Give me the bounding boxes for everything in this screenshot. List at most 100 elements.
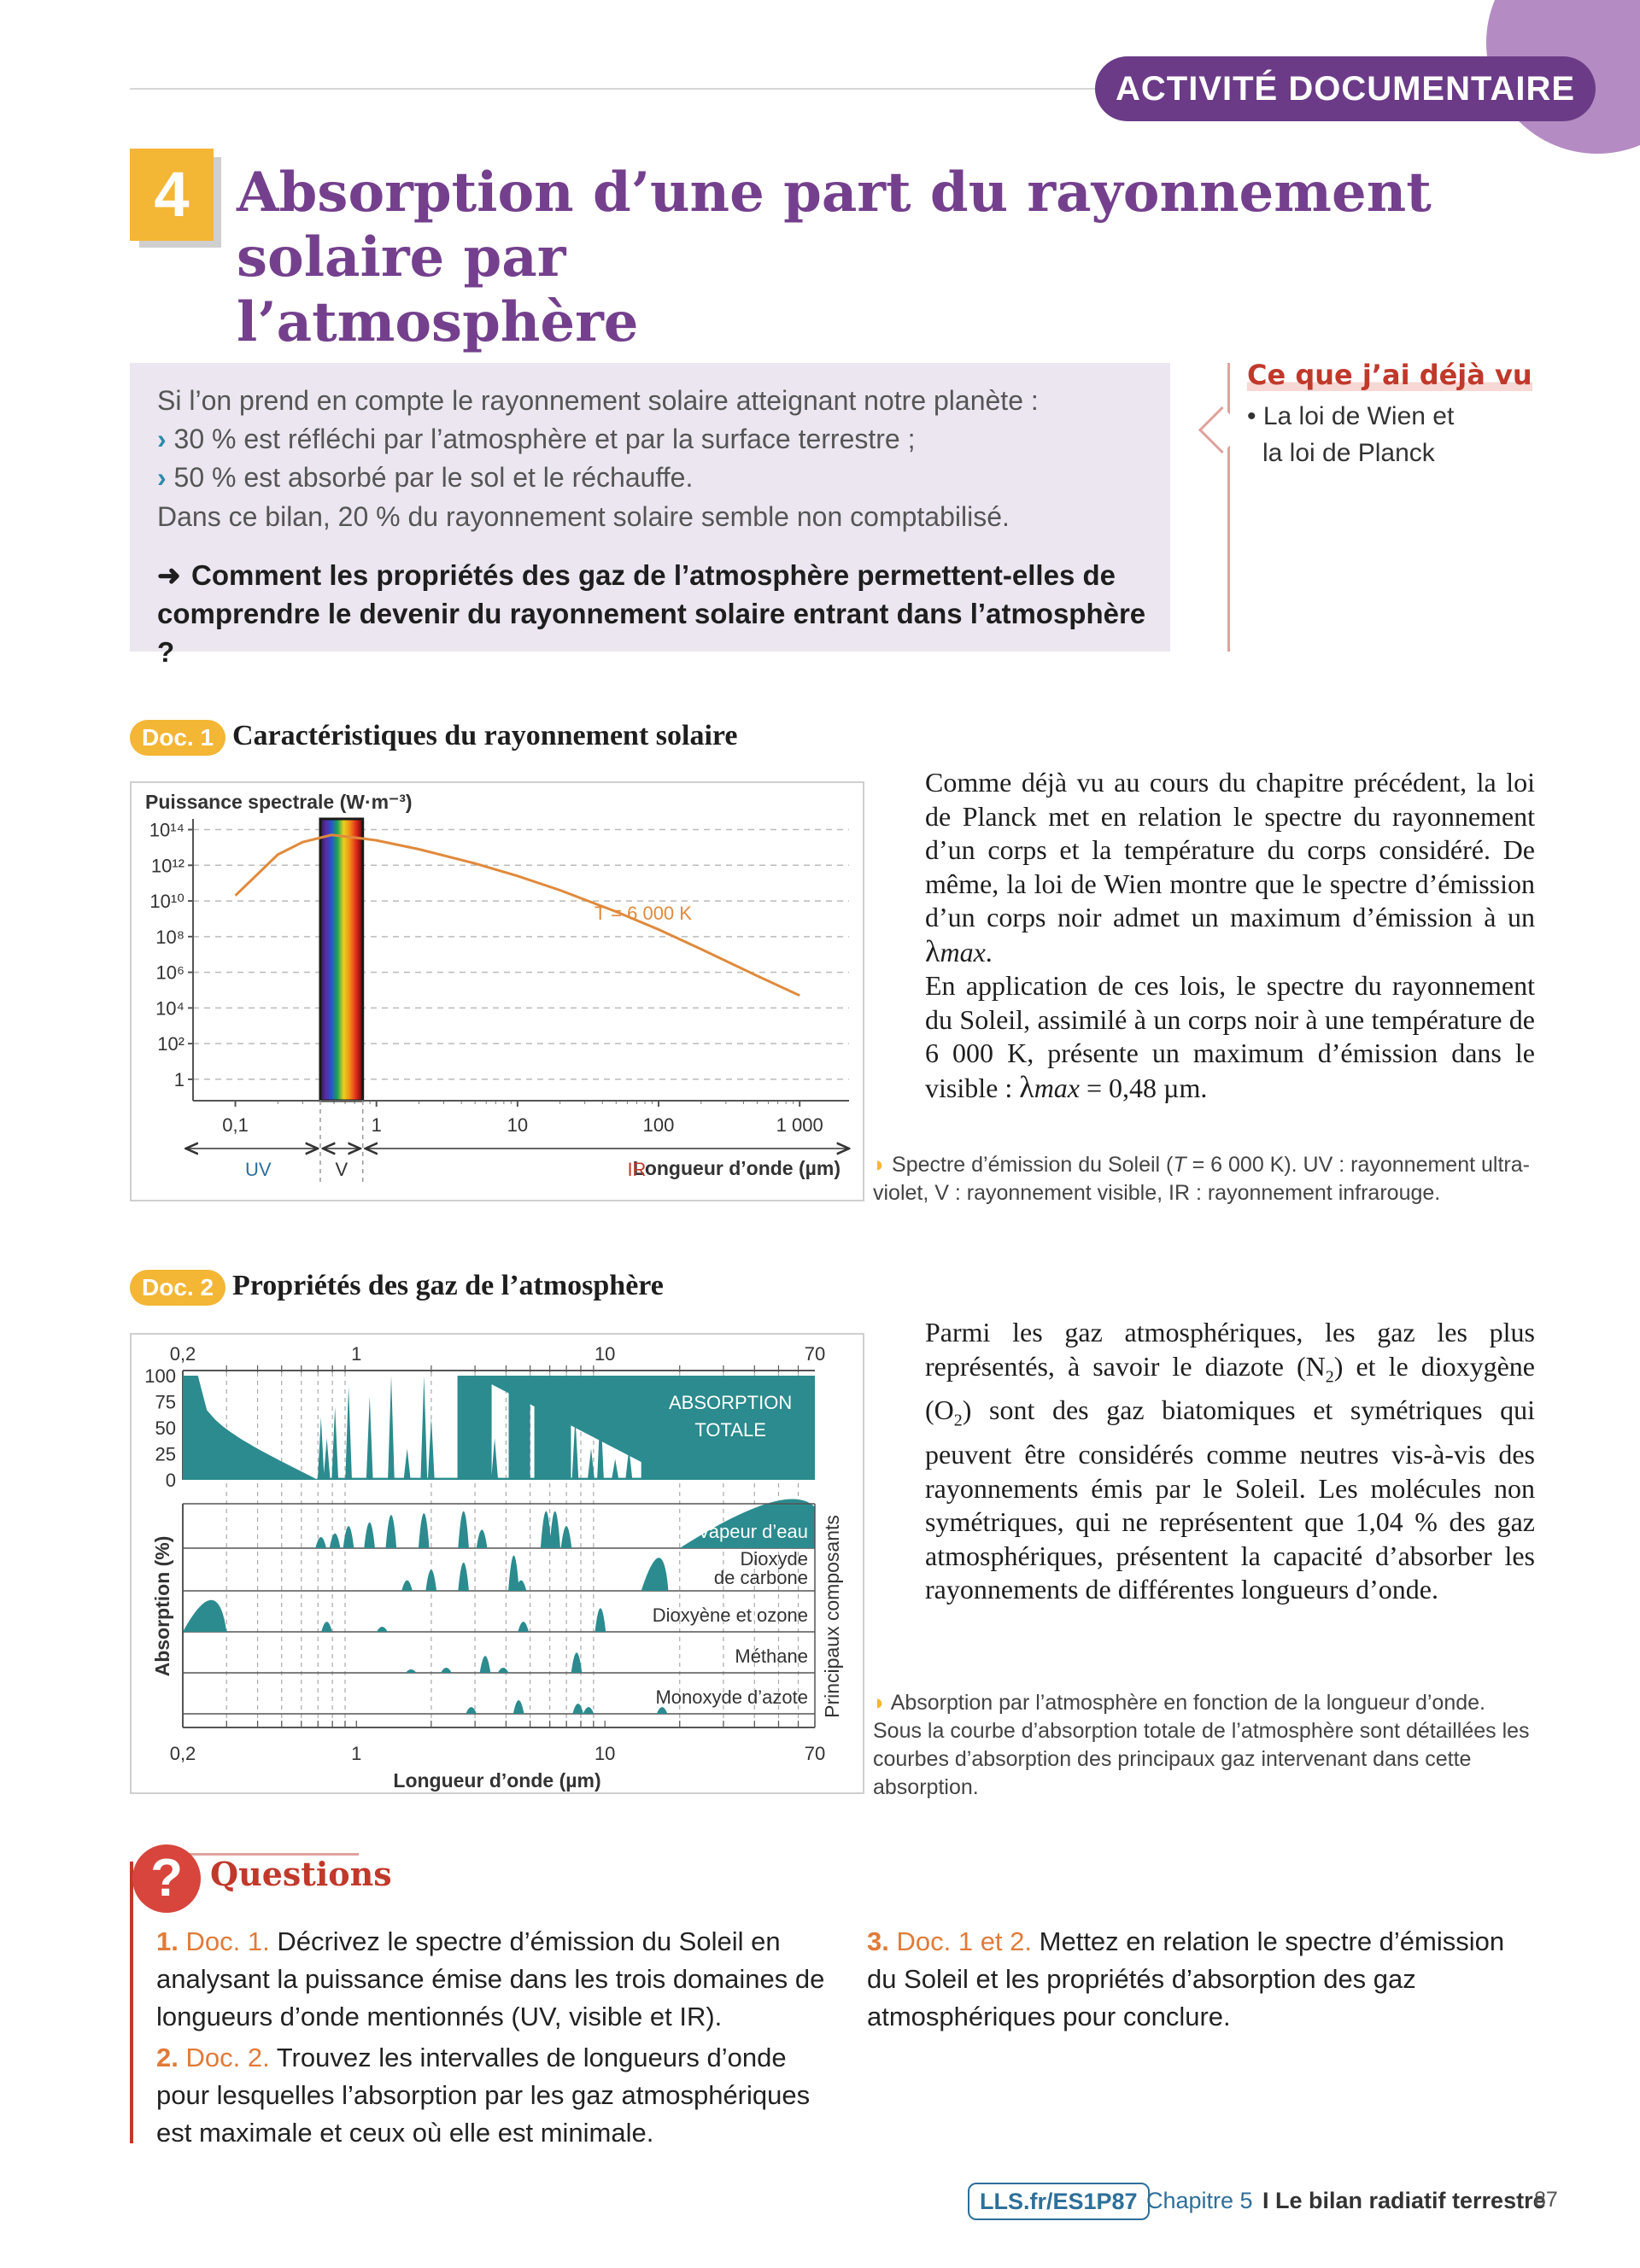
doc1-chart-frame: 1 10² 10⁴ 10⁶ 10⁸ 10¹⁰ 10¹² 10¹⁴ 0,1 1 10 100 1 000 … (130, 781, 864, 1201)
y-axis-label: Puissance spectrale (W·m⁻³) (145, 791, 413, 813)
component-band (560, 1526, 572, 1548)
component-band (583, 1707, 594, 1714)
activity-number: 4 (130, 149, 214, 241)
y-tick-label: 10⁶ (155, 962, 184, 984)
y-tick-label: 1 (174, 1069, 184, 1090)
component-band (458, 1562, 469, 1591)
page-title: Absorption d’une part du rayonnement sol… (237, 161, 1518, 355)
x-tick-label: 0,1 (222, 1114, 249, 1136)
intro-line-4: Dans ce bilan, 20 % du rayonnement solai… (157, 501, 1010, 532)
component-band (425, 1569, 437, 1591)
component-band (385, 1515, 397, 1548)
right-axis-label: Principaux composants (821, 1515, 843, 1718)
panel-label: de carbone (714, 1567, 808, 1588)
questions-top-rule (171, 1853, 359, 1856)
doc1-text: Comme déjà vu au cours du chapitre précé… (925, 767, 1535, 1104)
component-band (343, 1526, 354, 1548)
bottom-x-tick-label: 70 (805, 1743, 825, 1764)
y-tick-label: 10⁸ (155, 926, 184, 948)
x-tick-label: 10 (507, 1114, 528, 1136)
y-tick-label: 10⁴ (155, 997, 184, 1019)
x-tick-label: 1 (372, 1114, 382, 1136)
component-band (377, 1627, 388, 1632)
component-band (512, 1700, 524, 1714)
page-number: 87 (1534, 2188, 1558, 2212)
component-band (329, 1533, 341, 1548)
caption-marker-icon: ◗ (873, 1691, 887, 1715)
doc2-caption: ◗ Absorption par l’atmosphère en fonctio… (873, 1691, 1530, 1799)
side-note-item: la loi de Planck (1262, 439, 1435, 467)
absorption-band (534, 1376, 571, 1480)
y-tick-label: 0 (166, 1470, 176, 1491)
component-band (364, 1522, 375, 1548)
component-band (518, 1622, 529, 1632)
component-band (497, 1668, 509, 1673)
arrow-right-icon: ➜ (157, 559, 181, 591)
intro-bullet-1: › 30 % est réfléchi par l’atmosphère et … (157, 424, 916, 454)
panel-label: Dioxyde (741, 1548, 808, 1569)
component-band (183, 1599, 227, 1632)
blackbody-curve (234, 833, 800, 997)
component-band (641, 1558, 669, 1591)
activity-badge: ACTIVITÉ DOCUMENTAIRE (1095, 56, 1596, 121)
bottom-x-tick-label: 0,2 (170, 1743, 196, 1764)
component-band (594, 1608, 606, 1632)
top-x-tick-label: 70 (805, 1343, 825, 1365)
component-band (515, 1580, 527, 1591)
title-line-1: Absorption d’une part du rayonnement sol… (237, 161, 1432, 289)
x-axis-label: Longueur d’onde (µm) (393, 1769, 600, 1792)
x-tick-label: 1 000 (776, 1114, 823, 1136)
component-band (508, 1555, 519, 1591)
panel-label-total: TOTALE (694, 1419, 766, 1441)
component-band (418, 1512, 430, 1548)
footer-link[interactable]: LLS.fr/ES1P87 (968, 2183, 1150, 2220)
top-x-tick-label: 1 (351, 1343, 361, 1365)
series-label: T = 6 000 K (594, 903, 692, 924)
footer-chapter: Chapitre 5 (1146, 2188, 1253, 2213)
chevron-right-icon: › (157, 462, 167, 493)
y-tick-label: 25 (155, 1444, 176, 1465)
y-tick-label: 10¹² (151, 855, 184, 876)
side-note-rule (1227, 363, 1230, 652)
component-band (656, 1707, 668, 1714)
absorption-band (508, 1376, 530, 1480)
absorption-band (641, 1376, 815, 1480)
visible-band (319, 817, 365, 1102)
absorption-band (457, 1376, 492, 1480)
bottom-x-tick-label: 10 (594, 1743, 615, 1764)
question-1: 1. Doc. 1. Décrivez le spectre d’émissio… (156, 1926, 825, 2031)
caption-marker-icon: ◗ (873, 1153, 887, 1177)
header-rule (130, 88, 1121, 90)
side-note-item: • La loi de Wien et (1247, 402, 1455, 430)
x-tick-label: 100 (643, 1114, 675, 1136)
doc2-tag: Doc. 2 (130, 1270, 226, 1306)
y-tick-label: 10¹⁰ (149, 891, 184, 912)
ir-label: IR (627, 1159, 646, 1180)
top-x-tick-label: 10 (594, 1343, 615, 1365)
question-mark-icon: ? (132, 1844, 201, 1913)
uv-label: UV (245, 1159, 272, 1180)
question-3: 3. Doc. 1 et 2. Mettez en relation le sp… (867, 1926, 1505, 2031)
side-note-notch (1198, 406, 1246, 454)
key-question: ➜ Comment les propriétés des gaz de l’atm… (157, 556, 1148, 671)
question-2: 2. Doc. 2. Trouvez les intervalles de lo… (156, 2043, 811, 2148)
doc1-tag: Doc. 1 (130, 720, 226, 756)
component-band (458, 1511, 469, 1548)
component-band (571, 1652, 583, 1673)
panel-label: Vapeur d’eau (698, 1521, 808, 1542)
doc2-title: Propriétés des gaz de l’atmosphère (232, 1270, 664, 1301)
y-axis-label: Absorption (%) (151, 1536, 173, 1677)
component-band (466, 1707, 477, 1714)
y-tick-label: 10² (157, 1033, 184, 1055)
panel-label: Dioxyène et ozone (653, 1605, 808, 1626)
component-band (549, 1511, 560, 1548)
intro-bullet-2: › 50 % est absorbé par le sol et le réch… (157, 462, 694, 493)
title-line-2: l’atmosphère (237, 290, 639, 354)
doc1-title: Caractéristiques du rayonnement solaire (232, 720, 738, 751)
y-tick-label: 75 (155, 1392, 176, 1413)
chevron-right-icon: › (157, 424, 167, 454)
side-note-title: Ce que j’ai déjà vu (1247, 359, 1532, 391)
questions-title: Questions (210, 1855, 392, 1893)
panel-label: Méthane (735, 1645, 808, 1667)
